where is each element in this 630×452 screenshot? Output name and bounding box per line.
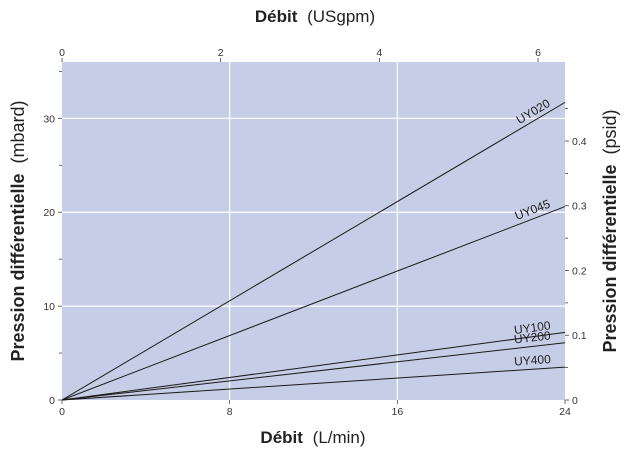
x-top-tick-label: 2 — [218, 47, 224, 59]
y-tick-label: 20 — [43, 207, 55, 219]
y-right-tick-label: 0.4 — [572, 136, 587, 148]
x-top-tick-label: 0 — [59, 47, 65, 59]
series-line — [61, 342, 566, 401]
left-axis-title-bold: Pression différentielle — [8, 173, 28, 361]
right-axis-title-unit: (psid) — [600, 109, 620, 154]
bottom-axis-title-bold: Débit — [260, 428, 303, 447]
x-tick-label: 0 — [59, 406, 65, 418]
y-right-tick-label: 0 — [572, 395, 578, 407]
left-axis-title: Pression différentielle (mbard) — [8, 100, 28, 361]
y-tick-label: 0 — [49, 395, 55, 407]
right-axis-title-bold: Pression différentielle — [600, 164, 620, 352]
x-top-tick-label: 6 — [535, 47, 541, 59]
series-line — [61, 331, 566, 401]
right-axis-title: Pression différentielle (psid) — [600, 109, 620, 352]
series-line — [61, 101, 566, 401]
series-line — [61, 206, 566, 401]
series-label: UY100 — [513, 318, 552, 337]
y-tick-label: 30 — [43, 113, 55, 125]
top-axis-title: Débit (USgpm) — [255, 7, 375, 26]
left-axis-title-unit: (mbard) — [8, 100, 28, 163]
x-top-tick-label: 4 — [376, 47, 382, 59]
plot-area — [62, 62, 565, 400]
grid-lines — [62, 62, 565, 400]
series-line — [61, 366, 566, 401]
header-fragment: yp — [0, 0, 2, 4]
series-label: UY400 — [514, 352, 552, 368]
y-right-tick-label: 0.1 — [572, 330, 587, 342]
bottom-axis-title: Débit (L/min) — [260, 428, 365, 447]
x-tick-label: 16 — [391, 406, 403, 418]
y-right-tick-label: 0.2 — [572, 265, 587, 277]
y-tick-label: 10 — [43, 301, 55, 313]
y-right-tick-label: 0.3 — [572, 201, 587, 213]
x-tick-label: 8 — [227, 406, 233, 418]
top-axis-title-unit: (USgpm) — [307, 7, 375, 26]
top-axis-title-bold: Débit — [255, 7, 298, 26]
series-label: UY200 — [513, 328, 551, 346]
bottom-axis-title-unit: (L/min) — [313, 428, 366, 447]
x-tick-label: 24 — [559, 406, 571, 418]
